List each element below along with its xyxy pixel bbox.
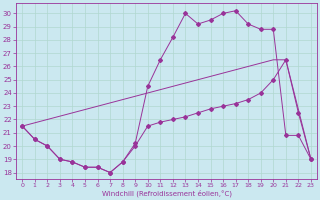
X-axis label: Windchill (Refroidissement éolien,°C): Windchill (Refroidissement éolien,°C): [101, 190, 232, 197]
